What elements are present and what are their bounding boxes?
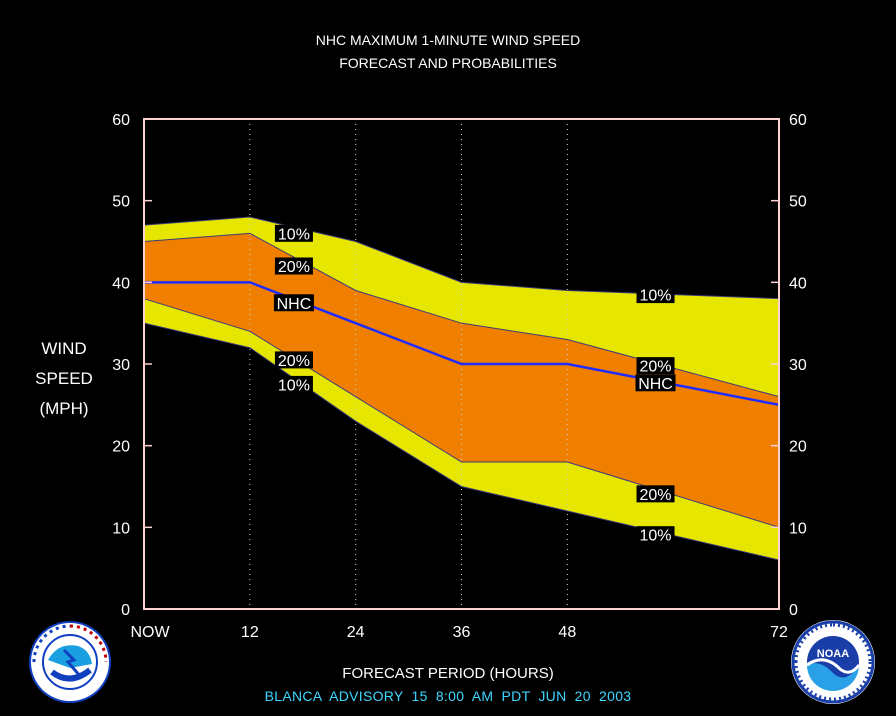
x-tick-label-NOW: NOW (130, 624, 170, 641)
nws-logo (29, 621, 111, 703)
annotation-box-8 (636, 485, 675, 503)
annotation-label-5: 10% (640, 288, 672, 305)
y-tick-label-right-10: 10 (789, 520, 807, 537)
y-tick-label-left-30: 30 (112, 357, 130, 374)
annotation-box-5 (636, 286, 675, 304)
annotation-label-6: 20% (640, 359, 672, 376)
y-axis-label-line3: (MPH) (39, 399, 89, 418)
band-edge-10pct-lower (143, 322, 780, 561)
band-edge-10pct-upper (143, 216, 780, 300)
annotation-label-9: 10% (640, 528, 672, 545)
x-tick-label-12: 12 (241, 624, 259, 641)
y-tick-label-right-60: 60 (789, 112, 807, 129)
y-tick-label-left-40: 40 (112, 275, 130, 292)
advisory-footer: BLANCA ADVISORY 15 8:00 AM PDT JUN 20 20… (264, 688, 632, 704)
annotation-box-9 (636, 526, 675, 544)
band-edge-20pct-upper (143, 232, 780, 398)
chart-title: NHC MAXIMUM 1-MINUTE WIND SPEED (315, 32, 581, 48)
x-axis-title: FORECAST PERIOD (HOURS) (342, 665, 554, 682)
annotation-label-0: 10% (278, 226, 310, 243)
annotation-label-2: NHC (277, 296, 312, 313)
y-tick-label-left-0: 0 (121, 602, 130, 619)
band-edge-20pct-lower (143, 298, 780, 528)
y-tick-label-right-20: 20 (789, 439, 807, 456)
y-axis-label-line2: SPEED (35, 369, 93, 388)
nhc-forecast-line (144, 281, 780, 407)
y-tick-label-left-50: 50 (112, 194, 130, 211)
annotation-label-7: NHC (638, 376, 673, 393)
annotation-box-4 (274, 375, 313, 393)
annotation-box-1 (274, 257, 313, 275)
y-tick-label-right-40: 40 (789, 275, 807, 292)
x-tick-label-48: 48 (558, 624, 576, 641)
noaa-logo: NOAA (791, 620, 875, 704)
y-tick-label-right-0: 0 (789, 602, 798, 619)
y-tick-label-right-50: 50 (789, 194, 807, 211)
y-tick-label-left-10: 10 (112, 520, 130, 537)
x-tick-label-24: 24 (347, 624, 365, 641)
annotation-box-3 (274, 351, 313, 369)
annotation-label-4: 10% (278, 377, 310, 394)
noaa-logo-text: NOAA (817, 648, 849, 660)
chart-subtitle: FORECAST AND PROBABILITIES (339, 55, 557, 71)
x-tick-label-72: 72 (770, 624, 788, 641)
y-axis-label-line1: WIND (41, 339, 87, 358)
y-tick-label-left-60: 60 (112, 112, 130, 129)
annotation-box-7 (635, 374, 676, 392)
annotation-box-2 (273, 294, 314, 312)
annotation-label-1: 20% (278, 259, 310, 276)
x-tick-label-36: 36 (453, 624, 471, 641)
y-tick-label-left-20: 20 (112, 439, 130, 456)
y-tick-label-right-30: 30 (789, 357, 807, 374)
annotation-box-6 (636, 357, 675, 375)
annotation-box-0 (274, 224, 313, 242)
annotation-label-3: 20% (278, 353, 310, 370)
annotation-label-8: 20% (640, 487, 672, 504)
